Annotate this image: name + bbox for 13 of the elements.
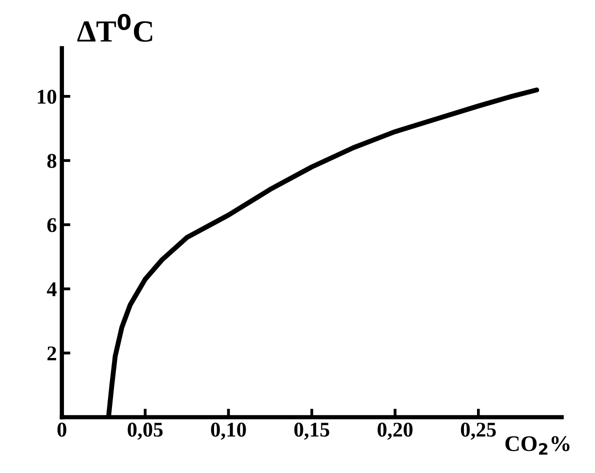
x-tick-label: 0,10: [211, 422, 246, 440]
x-tick-label: 0,25: [460, 422, 496, 440]
y-tick-label: 6: [47, 218, 56, 232]
x-tick-label: 0,05: [128, 422, 163, 440]
y-tick-label: 2: [47, 346, 56, 360]
x-tick-label: 0: [57, 422, 66, 437]
y-tick-label: 8: [47, 154, 56, 168]
x-tick-label: 0,20: [378, 422, 413, 440]
x-tick-label: 0,15: [294, 422, 330, 440]
y-tick-label: 4: [46, 282, 57, 296]
x-axis-title: CO$_{2}$%: [505, 436, 570, 455]
y-tick-label: 10: [38, 90, 56, 104]
y-axis-title: ΔT$^{0}$C: [77, 14, 152, 42]
